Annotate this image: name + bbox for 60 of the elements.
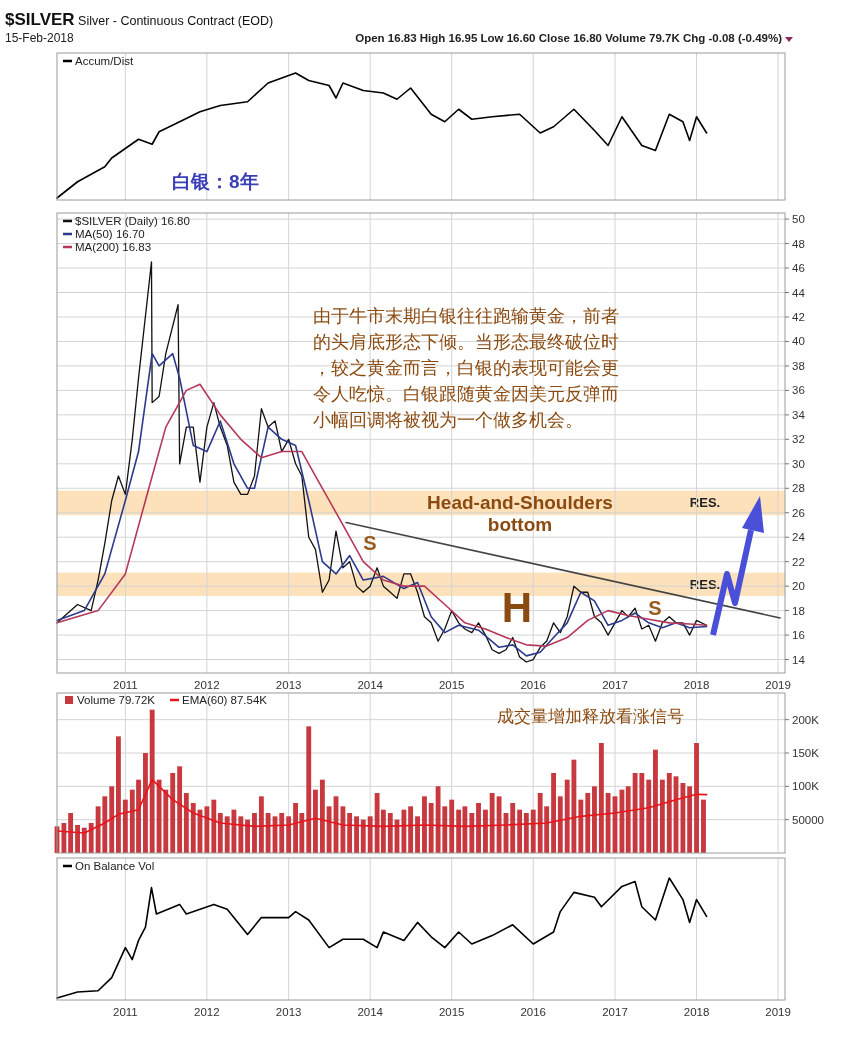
x-tick-label: 2013 [275,679,302,691]
y-tick-label: 26 [792,506,805,519]
y-tick-label: 28 [792,482,805,495]
x-tick-label: 2012 [194,679,220,691]
legend-label: On Balance Vol [75,860,155,872]
legend-label: Accum/Dist [75,55,134,67]
x-tick-label: 2014 [357,679,384,691]
x-tick-label: 2018 [683,1006,710,1018]
x-tick-label: 2015 [438,679,465,691]
y-tick-label: 50000 [792,813,824,826]
y-tick-label: 40 [792,335,805,348]
annotation: 由于牛市末期白银往往跑输黄金，前者的头肩底形态下倾。当形态最终破位时，较之黄金而言，白银的表现可能会更令人吃惊。白银跟随黄金因美元反弹而小幅回调将被视为一个做多机会。 [313,306,619,430]
y-tick-label: 200K [792,713,820,726]
y-tick-label: 42 [792,311,805,324]
annotation: 成交量增加释放看涨信号 [496,707,684,726]
y-tick-label: 18 [792,604,805,617]
y-tick-label: 48 [792,237,805,250]
band-label: RES. [689,576,721,592]
y-tick-label: 22 [792,555,805,568]
y-tick-label: 36 [792,384,805,397]
annotation: S [648,597,662,619]
band-label: RES. [689,495,721,511]
y-tick-label: 20 [792,580,805,593]
y-tick-label: 100K [792,780,820,793]
y-tick-label: 34 [792,408,806,421]
y-tick-label: 24 [792,531,806,544]
legend-label: Volume 79.72K [77,694,156,706]
chart-subtitle: 15-Feb-2018 [5,31,75,45]
x-tick-label: 2019 [765,679,791,691]
x-tick-label: 2013 [275,1006,302,1018]
y-tick-label: 30 [792,457,805,470]
x-tick-label: 2011 [112,679,138,691]
text: Open 16.83 High 16.95 Low 16.60 Close 16.80 Volume 79.7K Chg -0.08 (-0.49%) [355,32,783,44]
x-tick-label: 2019 [765,1006,791,1018]
annotation: S [363,532,377,554]
annotation: 白银：8年 [172,171,259,192]
legend-label: EMA(60) 87.54K [182,694,268,706]
y-tick-label: 150K [792,747,820,760]
y-tick-label: 32 [792,433,805,446]
x-tick-label: 2017 [602,679,628,691]
x-tick-label: 2016 [520,1006,547,1018]
legend-label: $SILVER (Daily) 16.80 [75,215,190,227]
chart-title: $SILVER Silver - Continuous Contract (EOD) [5,10,274,29]
y-tick-label: 46 [792,262,805,275]
x-tick-label: 2018 [683,679,710,691]
y-tick-label: 44 [792,286,806,299]
y-tick-label: 14 [792,653,806,666]
annotation: H [501,584,533,631]
x-tick-label: 2012 [194,1006,220,1018]
legend-label: MA(200) 16.83 [75,241,152,253]
x-tick-label: 2016 [520,679,547,691]
legend-label: MA(50) 16.70 [75,228,145,240]
y-tick-label: 38 [792,359,805,372]
x-tick-label: 2011 [112,1006,138,1018]
y-tick-label: 50 [792,213,805,226]
y-tick-label: 16 [792,629,805,642]
x-tick-label: 2015 [438,1006,465,1018]
annotation: Head-and-Shoulders bottom [427,492,613,535]
x-tick-label: 2017 [602,1006,628,1018]
x-tick-label: 2014 [357,1006,384,1018]
